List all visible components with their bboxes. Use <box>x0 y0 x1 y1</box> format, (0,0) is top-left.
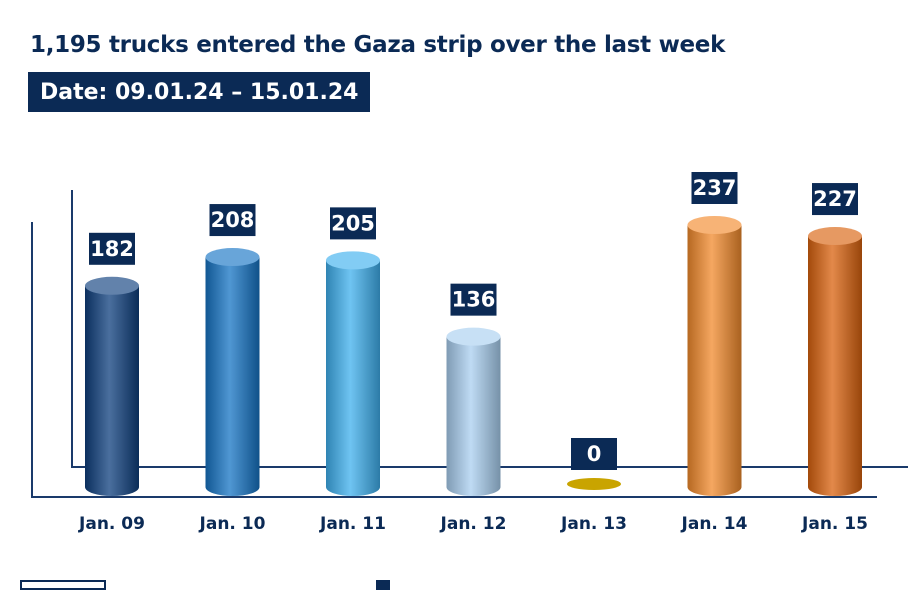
bar-jan-14 <box>687 225 742 496</box>
chart-x-tick-labels: Jan. 09 Jan. 10 Jan. 11 Jan. 12 Jan. 13 Jan. … <box>78 514 868 534</box>
data-label-box <box>691 172 738 204</box>
bar-cap <box>205 248 260 267</box>
data-label: 227 <box>813 187 857 211</box>
x-tick-label: Jan. 11 <box>319 514 386 534</box>
x-tick-label: Jan. 10 <box>199 514 266 534</box>
data-label: 237 <box>693 176 737 200</box>
x-tick-label: Jan. 09 <box>78 514 145 534</box>
bar-jan-09 <box>85 285 139 496</box>
x-tick-label: Jan. 13 <box>560 514 627 534</box>
bar-cap <box>446 327 501 346</box>
data-label-box <box>812 183 858 216</box>
x-tick-label: Jan. 12 <box>440 514 507 534</box>
data-label-box <box>330 207 376 240</box>
bar-jan-15 <box>808 236 862 496</box>
bar-jan-11 <box>326 260 380 496</box>
chart-data-labels: 182 208 205 136 0 237 227 <box>89 172 858 470</box>
legend-box <box>20 580 106 590</box>
data-label: 208 <box>211 208 255 232</box>
data-label: 136 <box>452 288 496 312</box>
legend-square <box>376 580 390 590</box>
bar-cap <box>808 227 862 246</box>
x-tick-label: Jan. 15 <box>801 514 868 534</box>
bar-cap <box>85 276 139 295</box>
bar-cap <box>326 251 380 270</box>
chart-title: 1,195 trucks entered the Gaza strip over… <box>30 32 726 58</box>
data-label-box <box>450 283 497 316</box>
bar-jan-10 <box>205 257 260 496</box>
data-label: 182 <box>90 237 134 261</box>
data-label-box <box>89 232 135 265</box>
chart-bars <box>85 216 862 496</box>
bar-jan-12 <box>446 336 501 496</box>
x-tick-label: Jan. 14 <box>681 514 748 534</box>
bar-cap <box>687 216 742 234</box>
bar-chart: 182 208 205 136 0 237 227 Jan. 09 Jan. 10 Jan. 1… <box>31 172 908 534</box>
data-label-box <box>209 204 256 237</box>
data-label-box <box>571 438 617 470</box>
chart-axes <box>31 190 908 498</box>
legend-strip <box>20 578 890 590</box>
date-range-badge: Date: 09.01.24 – 15.01.24 <box>28 72 371 112</box>
bar-zero-disc <box>567 478 621 490</box>
data-label: 0 <box>587 442 602 466</box>
data-label: 205 <box>331 211 375 235</box>
